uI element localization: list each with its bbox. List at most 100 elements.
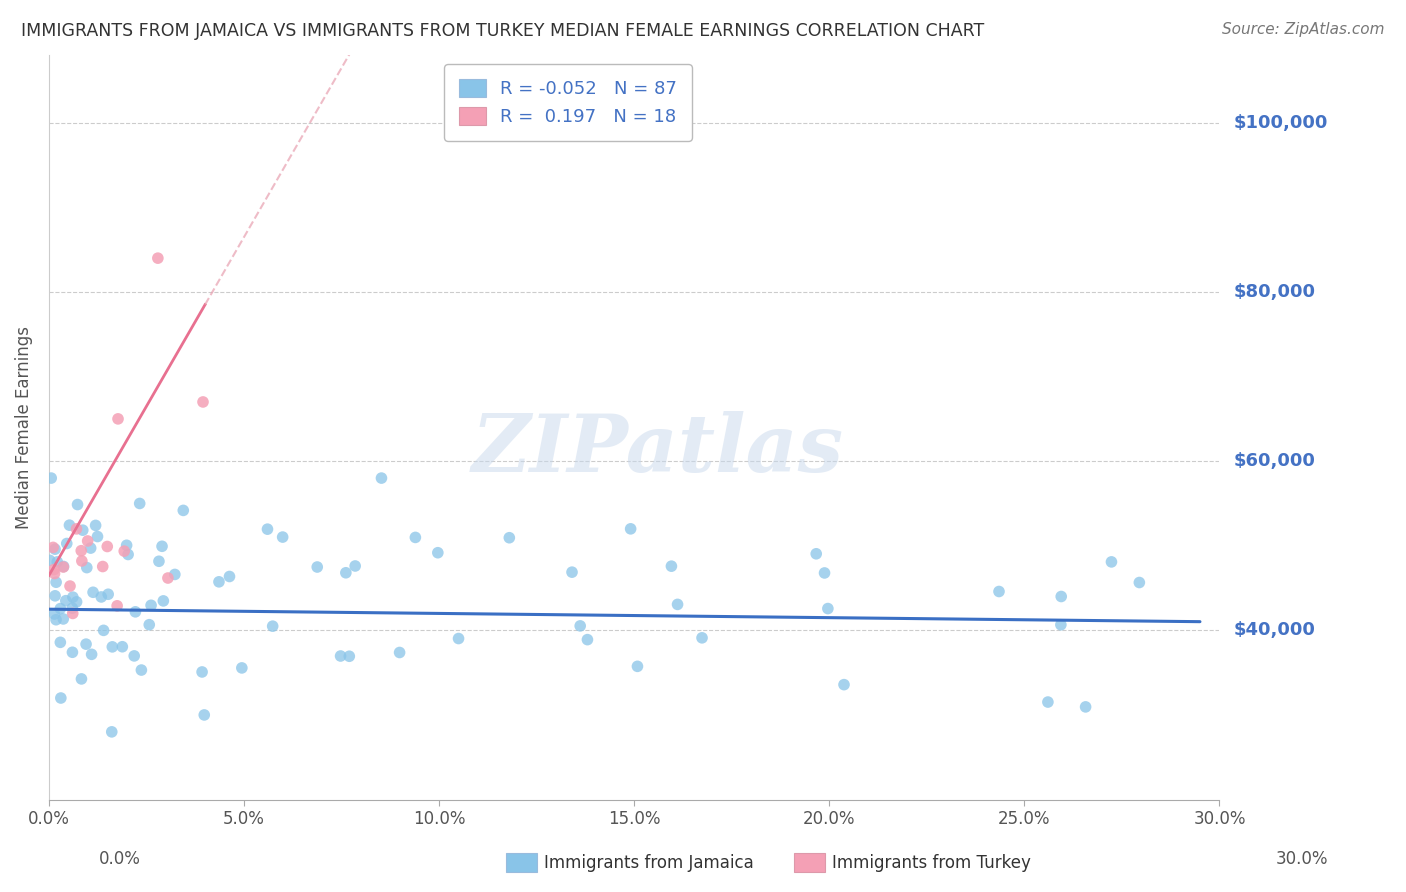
Point (82, 585, 104, 599)
Point (52, 559, 75, 574)
Point (1050, 590, 1073, 604)
Point (208, 574, 231, 589)
Point (39, 471, 62, 485)
Point (46, 555, 69, 569)
Point (44, 589, 66, 603)
Point (93, 624, 115, 638)
Text: $80,000: $80,000 (1233, 283, 1316, 301)
Point (97, 587, 120, 601)
Text: Immigrants from Jamaica: Immigrants from Jamaica (544, 854, 754, 871)
Point (1128, 575, 1150, 590)
Point (806, 547, 828, 561)
Point (271, 530, 294, 544)
Point (66, 498, 89, 512)
Point (576, 632, 599, 647)
Point (146, 251, 169, 265)
Point (447, 632, 470, 646)
Point (52, 612, 75, 626)
Point (79, 541, 101, 555)
Point (70, 554, 93, 568)
Point (60, 601, 83, 615)
Point (1101, 555, 1123, 569)
Point (813, 566, 835, 580)
Point (426, 546, 449, 560)
Point (105, 599, 128, 613)
Point (49, 691, 72, 706)
Point (337, 649, 360, 664)
Text: ZIPatlas: ZIPatlas (471, 411, 844, 489)
Point (335, 566, 357, 580)
Point (44, 607, 66, 621)
Point (45, 575, 67, 590)
Point (62, 645, 84, 659)
Point (62, 607, 84, 621)
Point (690, 631, 713, 645)
Point (1036, 695, 1059, 709)
Point (91, 559, 114, 574)
Point (561, 565, 583, 579)
Point (131, 663, 153, 677)
Point (86, 529, 108, 543)
Point (58, 518, 80, 533)
Point (42, 541, 65, 555)
Point (498, 531, 520, 545)
Point (101, 640, 124, 654)
Point (139, 599, 162, 613)
Point (1074, 699, 1097, 714)
Point (49, 601, 72, 615)
Point (76, 533, 98, 548)
Point (44, 542, 66, 557)
Text: $60,000: $60,000 (1233, 452, 1315, 470)
Text: 30.0%: 30.0% (1277, 850, 1329, 868)
Point (218, 569, 240, 583)
Point (626, 659, 648, 673)
Point (156, 571, 179, 585)
Point (344, 559, 367, 574)
Point (112, 544, 135, 558)
Point (150, 539, 173, 553)
Point (65, 595, 87, 609)
Text: $100,000: $100,000 (1233, 114, 1327, 132)
Point (55, 536, 77, 550)
Point (307, 560, 329, 574)
Legend: R = -0.052   N = 87, R =  0.197   N = 18: R = -0.052 N = 87, R = 0.197 N = 18 (444, 64, 692, 141)
Point (115, 538, 138, 552)
Point (661, 559, 683, 574)
Text: IMMIGRANTS FROM JAMAICA VS IMMIGRANTS FROM TURKEY MEDIAN FEMALE EARNINGS CORRELA: IMMIGRANTS FROM JAMAICA VS IMMIGRANTS FR… (21, 22, 984, 40)
Point (80, 648, 103, 662)
Point (569, 619, 592, 633)
Text: Immigrants from Turkey: Immigrants from Turkey (832, 854, 1031, 871)
Point (193, 707, 215, 722)
Point (152, 594, 174, 608)
Point (38, 553, 60, 567)
Point (1050, 617, 1073, 632)
Point (163, 567, 186, 582)
Point (75, 637, 97, 651)
Point (666, 598, 689, 612)
Point (122, 648, 145, 663)
Point (76, 560, 98, 574)
Point (117, 548, 139, 562)
Point (128, 496, 150, 510)
Text: Source: ZipAtlas.com: Source: ZipAtlas.com (1222, 22, 1385, 37)
Point (107, 412, 129, 426)
Point (90, 590, 112, 604)
Point (52, 560, 75, 574)
Point (256, 522, 278, 536)
Point (65, 522, 87, 536)
Point (100, 724, 122, 739)
Point (124, 605, 146, 619)
Point (370, 471, 392, 485)
Point (148, 554, 170, 568)
Point (138, 617, 160, 632)
Point (111, 640, 134, 654)
Point (231, 661, 253, 675)
Point (988, 584, 1011, 599)
Point (70, 543, 93, 558)
Point (191, 395, 214, 409)
Point (45, 613, 67, 627)
Point (172, 503, 194, 517)
Point (55, 593, 77, 607)
Point (832, 678, 855, 692)
Point (262, 619, 284, 633)
